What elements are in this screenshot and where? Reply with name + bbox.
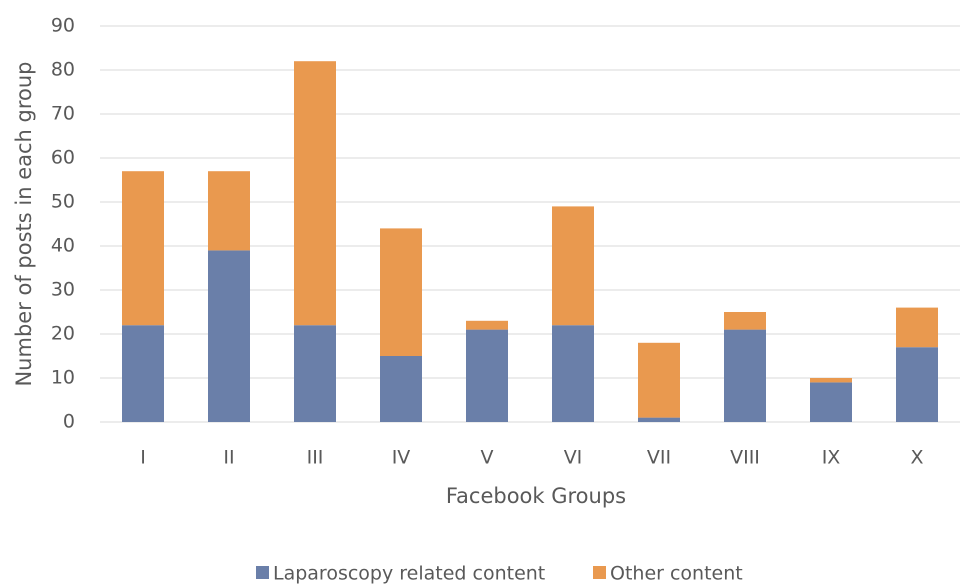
y-axis-title: Number of posts in each group bbox=[12, 61, 36, 386]
bar-segment bbox=[638, 342, 680, 418]
bar-segment bbox=[294, 61, 336, 326]
bar-segment bbox=[552, 206, 594, 326]
y-tick-label: 0 bbox=[63, 411, 75, 433]
x-tick-label: V bbox=[481, 447, 494, 469]
x-tick-label: VI bbox=[564, 447, 583, 469]
x-tick-label: VII bbox=[647, 447, 671, 469]
x-tick-label: VIII bbox=[730, 447, 760, 469]
x-tick-label: IX bbox=[822, 447, 841, 469]
y-tick-label: 60 bbox=[51, 147, 75, 169]
bar-segment bbox=[380, 228, 422, 356]
y-tick-label: 40 bbox=[51, 235, 75, 257]
y-tick-label: 50 bbox=[51, 191, 75, 213]
x-tick-label: IV bbox=[392, 447, 411, 469]
y-tick-label: 90 bbox=[51, 15, 75, 37]
bar-segment bbox=[466, 329, 508, 422]
bar-segment bbox=[896, 347, 938, 422]
legend-label: Laparoscopy related content bbox=[273, 563, 545, 584]
bar-segment bbox=[896, 307, 938, 348]
x-tick-label: III bbox=[307, 447, 324, 469]
legend-swatch bbox=[256, 566, 269, 579]
bar-segment bbox=[724, 312, 766, 330]
legend-label: Other content bbox=[610, 563, 743, 584]
bar-segment bbox=[294, 325, 336, 422]
bar-segment bbox=[810, 382, 852, 422]
bar-segment bbox=[380, 356, 422, 422]
x-tick-label: X bbox=[910, 447, 923, 469]
y-tick-label: 30 bbox=[51, 279, 75, 301]
x-tick-label: I bbox=[140, 447, 146, 469]
x-tick-label: II bbox=[223, 447, 234, 469]
bar-segment bbox=[724, 329, 766, 422]
bar-segment bbox=[638, 417, 680, 422]
legend-swatch bbox=[593, 566, 606, 579]
y-tick-label: 20 bbox=[51, 323, 75, 345]
y-tick-label: 10 bbox=[51, 367, 75, 389]
y-tick-label: 80 bbox=[51, 59, 75, 81]
y-tick-label: 70 bbox=[51, 103, 75, 125]
bar-segment bbox=[122, 325, 164, 422]
bar-segment bbox=[552, 325, 594, 422]
bar-segment bbox=[208, 171, 250, 251]
bar-segment bbox=[810, 378, 852, 383]
x-axis-title: Facebook Groups bbox=[446, 484, 626, 508]
bar-segment bbox=[208, 250, 250, 422]
bar-segment bbox=[122, 171, 164, 326]
bar-segment bbox=[466, 320, 508, 330]
